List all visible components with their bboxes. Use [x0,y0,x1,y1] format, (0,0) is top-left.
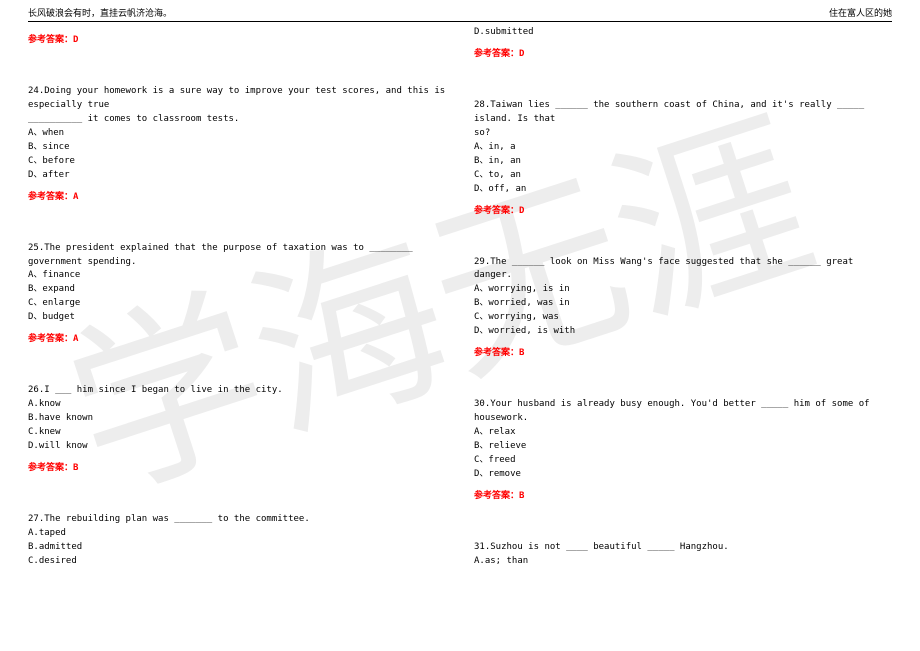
q29-options: A、worrying, is in B、worried, was in C、wo… [474,283,892,339]
q24-stem-line1: 24.Doing your homework is a sure way to … [28,85,446,113]
answer-value: B [73,463,78,473]
answer-23: 参考答案：D [28,32,446,45]
q26-opt-a: A.know [28,398,446,412]
answer-value: B [519,491,524,501]
q24-opt-b: B、since [28,141,446,155]
answer-prefix: 参考答案： [474,206,519,216]
question-27-cont: D.submitted [474,26,892,40]
answer-26: 参考答案：B [28,460,446,473]
question-31: 31.Suzhou is not ____ beautiful _____ Ha… [474,541,892,569]
answer-prefix: 参考答案： [28,35,73,45]
q24-opt-d: D、after [28,169,446,183]
q29-opt-b: B、worried, was in [474,297,892,311]
q25-stem: 25.The president explained that the purp… [28,242,446,270]
q28-opt-b: B、in, an [474,155,892,169]
answer-27: 参考答案：D [474,46,892,59]
q27-stem: 27.The rebuilding plan was _______ to th… [28,513,446,527]
page-header: 长风破浪会有时，直挂云帆济沧海。 住在富人区的她 [0,0,920,21]
q26-opt-c: C.knew [28,426,446,440]
q28-opt-a: A、in, a [474,141,892,155]
answer-value: D [73,35,78,45]
q27-opt-a: A.taped [28,527,446,541]
q25-opt-d: D、budget [28,311,446,325]
header-left: 长风破浪会有时，直挂云帆济沧海。 [28,6,172,19]
answer-prefix: 参考答案： [28,334,73,344]
answer-24: 参考答案：A [28,189,446,202]
right-column: D.submitted 参考答案：D 28.Taiwan lies ______… [460,22,892,569]
answer-29: 参考答案：B [474,345,892,358]
q29-opt-d: D、worried, is with [474,325,892,339]
answer-25: 参考答案：A [28,331,446,344]
answer-prefix: 参考答案： [474,491,519,501]
q31-options: A.as; than [474,555,892,569]
q29-opt-a: A、worrying, is in [474,283,892,297]
q24-opt-a: A、when [28,127,446,141]
q30-options: A、relax B、relieve C、freed D、remove [474,426,892,482]
q30-stem: 30.Your husband is already busy enough. … [474,398,892,426]
q26-opt-b: B.have known [28,412,446,426]
question-26: 26.I ___ him since I began to live in th… [28,384,446,454]
q31-stem: 31.Suzhou is not ____ beautiful _____ Ha… [474,541,892,555]
q27-opt-d: D.submitted [474,26,892,40]
question-30: 30.Your husband is already busy enough. … [474,398,892,482]
q29-stem: 29.The ______ look on Miss Wang's face s… [474,256,892,284]
q24-opt-c: C、before [28,155,446,169]
question-24: 24.Doing your homework is a sure way to … [28,85,446,183]
q31-opt-a: A.as; than [474,555,892,569]
q30-opt-a: A、relax [474,426,892,440]
q28-options: A、in, a B、in, an C、to, an D、off, an [474,141,892,197]
answer-value: D [519,206,524,216]
q30-opt-b: B、relieve [474,440,892,454]
question-28: 28.Taiwan lies ______ the southern coast… [474,99,892,197]
answer-prefix: 参考答案： [474,49,519,59]
page-body: 参考答案：D 24.Doing your homework is a sure … [0,22,920,569]
q25-opt-b: B、expand [28,283,446,297]
question-25: 25.The president explained that the purp… [28,242,446,326]
answer-value: A [73,334,78,344]
answer-value: D [519,49,524,59]
header-right: 住在富人区的她 [829,6,892,19]
q28-opt-c: C、to, an [474,169,892,183]
q25-options: A、finance B、expand C、enlarge D、budget [28,269,446,325]
q30-opt-c: C、freed [474,454,892,468]
answer-value: B [519,348,524,358]
q25-opt-c: C、enlarge [28,297,446,311]
q26-opt-d: D.will know [28,440,446,454]
q27-opt-c: C.desired [28,555,446,569]
q27-opt-b: B.admitted [28,541,446,555]
answer-value: A [73,192,78,202]
answer-prefix: 参考答案： [28,192,73,202]
question-29: 29.The ______ look on Miss Wang's face s… [474,256,892,340]
q24-stem-line2: __________ it comes to classroom tests. [28,113,446,127]
answer-30: 参考答案：B [474,488,892,501]
answer-prefix: 参考答案： [474,348,519,358]
q28-opt-d: D、off, an [474,183,892,197]
q24-options: A、when B、since C、before D、after [28,127,446,183]
q26-stem: 26.I ___ him since I began to live in th… [28,384,446,398]
q30-opt-d: D、remove [474,468,892,482]
q26-options: A.know B.have known C.knew D.will know [28,398,446,454]
question-27: 27.The rebuilding plan was _______ to th… [28,513,446,569]
q25-opt-a: A、finance [28,269,446,283]
q28-stem-line2: so? [474,127,892,141]
q27-options: A.taped B.admitted C.desired [28,527,446,569]
answer-prefix: 参考答案： [28,463,73,473]
left-column: 参考答案：D 24.Doing your homework is a sure … [28,22,460,569]
answer-28: 参考答案：D [474,203,892,216]
q28-stem-line1: 28.Taiwan lies ______ the southern coast… [474,99,892,127]
q29-opt-c: C、worrying, was [474,311,892,325]
